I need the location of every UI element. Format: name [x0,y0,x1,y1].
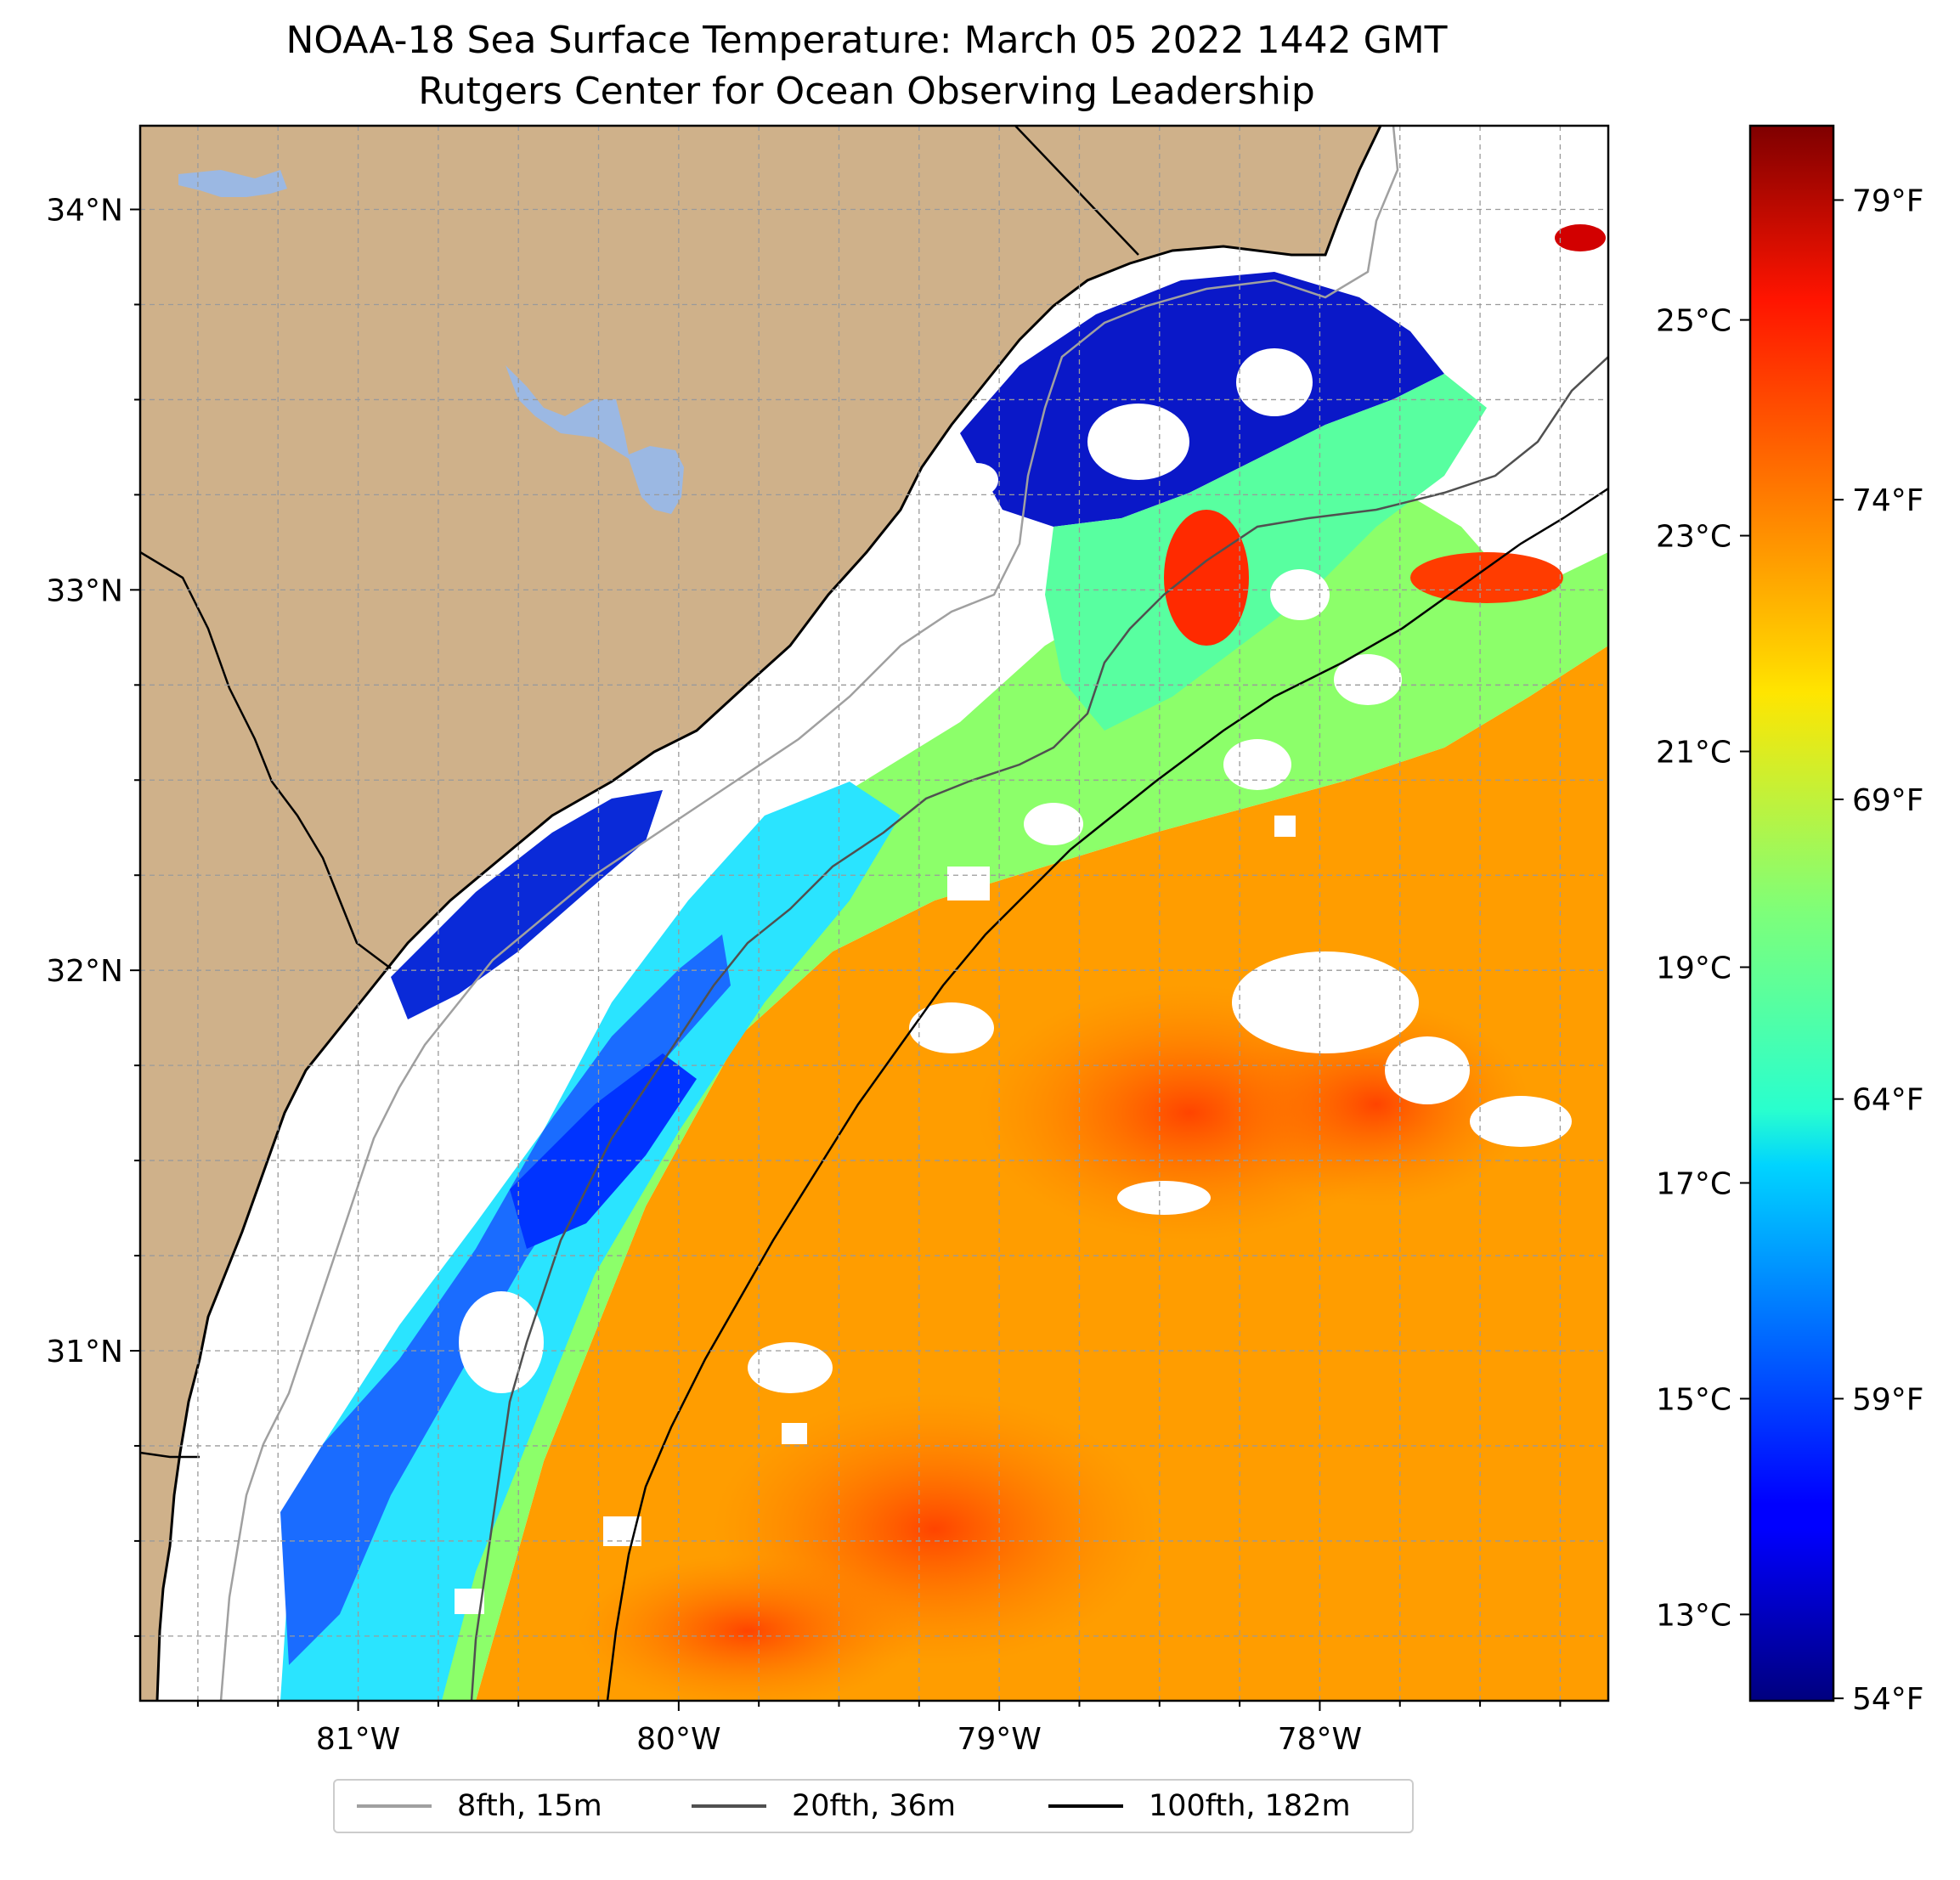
lat-tick-label: 32°N [46,954,123,989]
map-panel [140,126,1608,1701]
legend-item-100fth: 100fth, 182m [1048,1781,1351,1832]
lon-tick-label: 80°W [636,1722,720,1757]
lon-tick-label: 79°W [957,1722,1041,1757]
chart-title-line1: NOAA-18 Sea Surface Temperature: March 0… [285,19,1447,62]
legend-line-8fth [357,1804,432,1808]
longitude-axis: 81°W 80°W 79°W 78°W [196,1701,1562,1757]
legend-label-100fth: 100fth, 182m [1149,1789,1351,1823]
coastline [155,126,1382,1701]
legend-line-100fth [1048,1804,1123,1808]
legend-label-8fth: 8fth, 15m [457,1789,602,1823]
state-border [1014,126,1139,256]
legend-item-8fth: 8fth, 15m [357,1781,602,1832]
celsius-tick-label: 19°C [1656,951,1731,985]
sst-region-north-shelf [1045,374,1487,731]
isobath-100fth [606,487,1608,1701]
sst-field [280,224,1608,1701]
lon-tick-label: 78°W [1278,1722,1362,1757]
fahrenheit-tick-label: 54°F [1852,1682,1924,1717]
celsius-tick-label: 21°C [1656,736,1731,771]
chart-title-line2: Rutgers Center for Ocean Observing Leade… [418,70,1315,113]
legend-item-20fth: 20fth, 36m [692,1781,956,1832]
isobath-20fth [470,356,1608,1701]
fahrenheit-tick-label: 74°F [1852,483,1924,518]
colorbar-gradient [1748,124,1835,1702]
latitude-axis: 34°N 33°N 32°N 31°N [46,194,140,1637]
sst-warm-core-6 [1410,552,1563,603]
gridlines [140,126,1608,1701]
sst-warm-core-7 [1555,224,1606,251]
lat-tick-label: 33°N [46,573,123,608]
legend-label-20fth: 20fth, 36m [792,1789,957,1823]
sst-region-innershelf-cool [280,782,901,1701]
sst-warm-core-4 [578,1555,918,1701]
sst-warm-core-5 [1164,510,1249,646]
sst-region-nearshore-blue-3 [510,1053,697,1249]
colorbar-fahrenheit-ticks: 79°F 74°F 69°F 64°F 59°F 54°F [1833,183,1924,1717]
celsius-tick-label: 17°C [1656,1166,1731,1201]
celsius-tick-label: 23°C [1656,520,1731,555]
celsius-tick-label: 15°C [1656,1382,1731,1417]
lat-tick-label: 34°N [46,194,123,229]
colorbar-celsius-ticks: 25°C 23°C 21°C 19°C 17°C 15°C 13°C [1656,304,1750,1633]
state-border-sc-ga [140,550,392,969]
lat-tick-label: 31°N [46,1335,123,1369]
fahrenheit-tick-label: 79°F [1852,183,1924,218]
lake-moultrie [506,365,684,514]
sst-region-nearshore-blue-2 [391,790,663,1019]
cloud-mask [455,348,1576,1614]
land-mass [140,126,1381,1701]
fahrenheit-tick-label: 69°F [1852,783,1924,818]
lon-tick-label: 81°W [316,1722,400,1757]
fahrenheit-tick-label: 59°F [1852,1382,1924,1417]
celsius-tick-label: 13°C [1656,1598,1731,1633]
legend-line-20fth [692,1804,766,1808]
map-frame [138,124,1610,1702]
sst-region-longbay-cold [960,272,1444,527]
rivers [140,1451,200,1459]
fahrenheit-tick-label: 64°F [1852,1083,1924,1118]
isobath-legend: 8fth, 15m 20fth, 36m 100fth, 182m [333,1779,1414,1833]
lake-marion [178,170,287,197]
isobath-8fth [219,126,1399,1701]
celsius-tick-label: 25°C [1656,304,1731,339]
